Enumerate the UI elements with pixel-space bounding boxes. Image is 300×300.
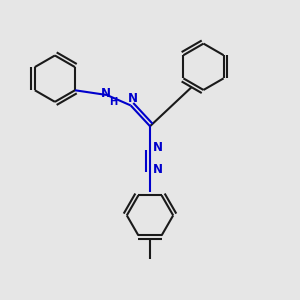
Text: N: N (153, 141, 163, 154)
Text: N: N (128, 92, 138, 105)
Text: N: N (100, 87, 110, 100)
Text: N: N (153, 164, 163, 176)
Text: H: H (109, 98, 118, 107)
